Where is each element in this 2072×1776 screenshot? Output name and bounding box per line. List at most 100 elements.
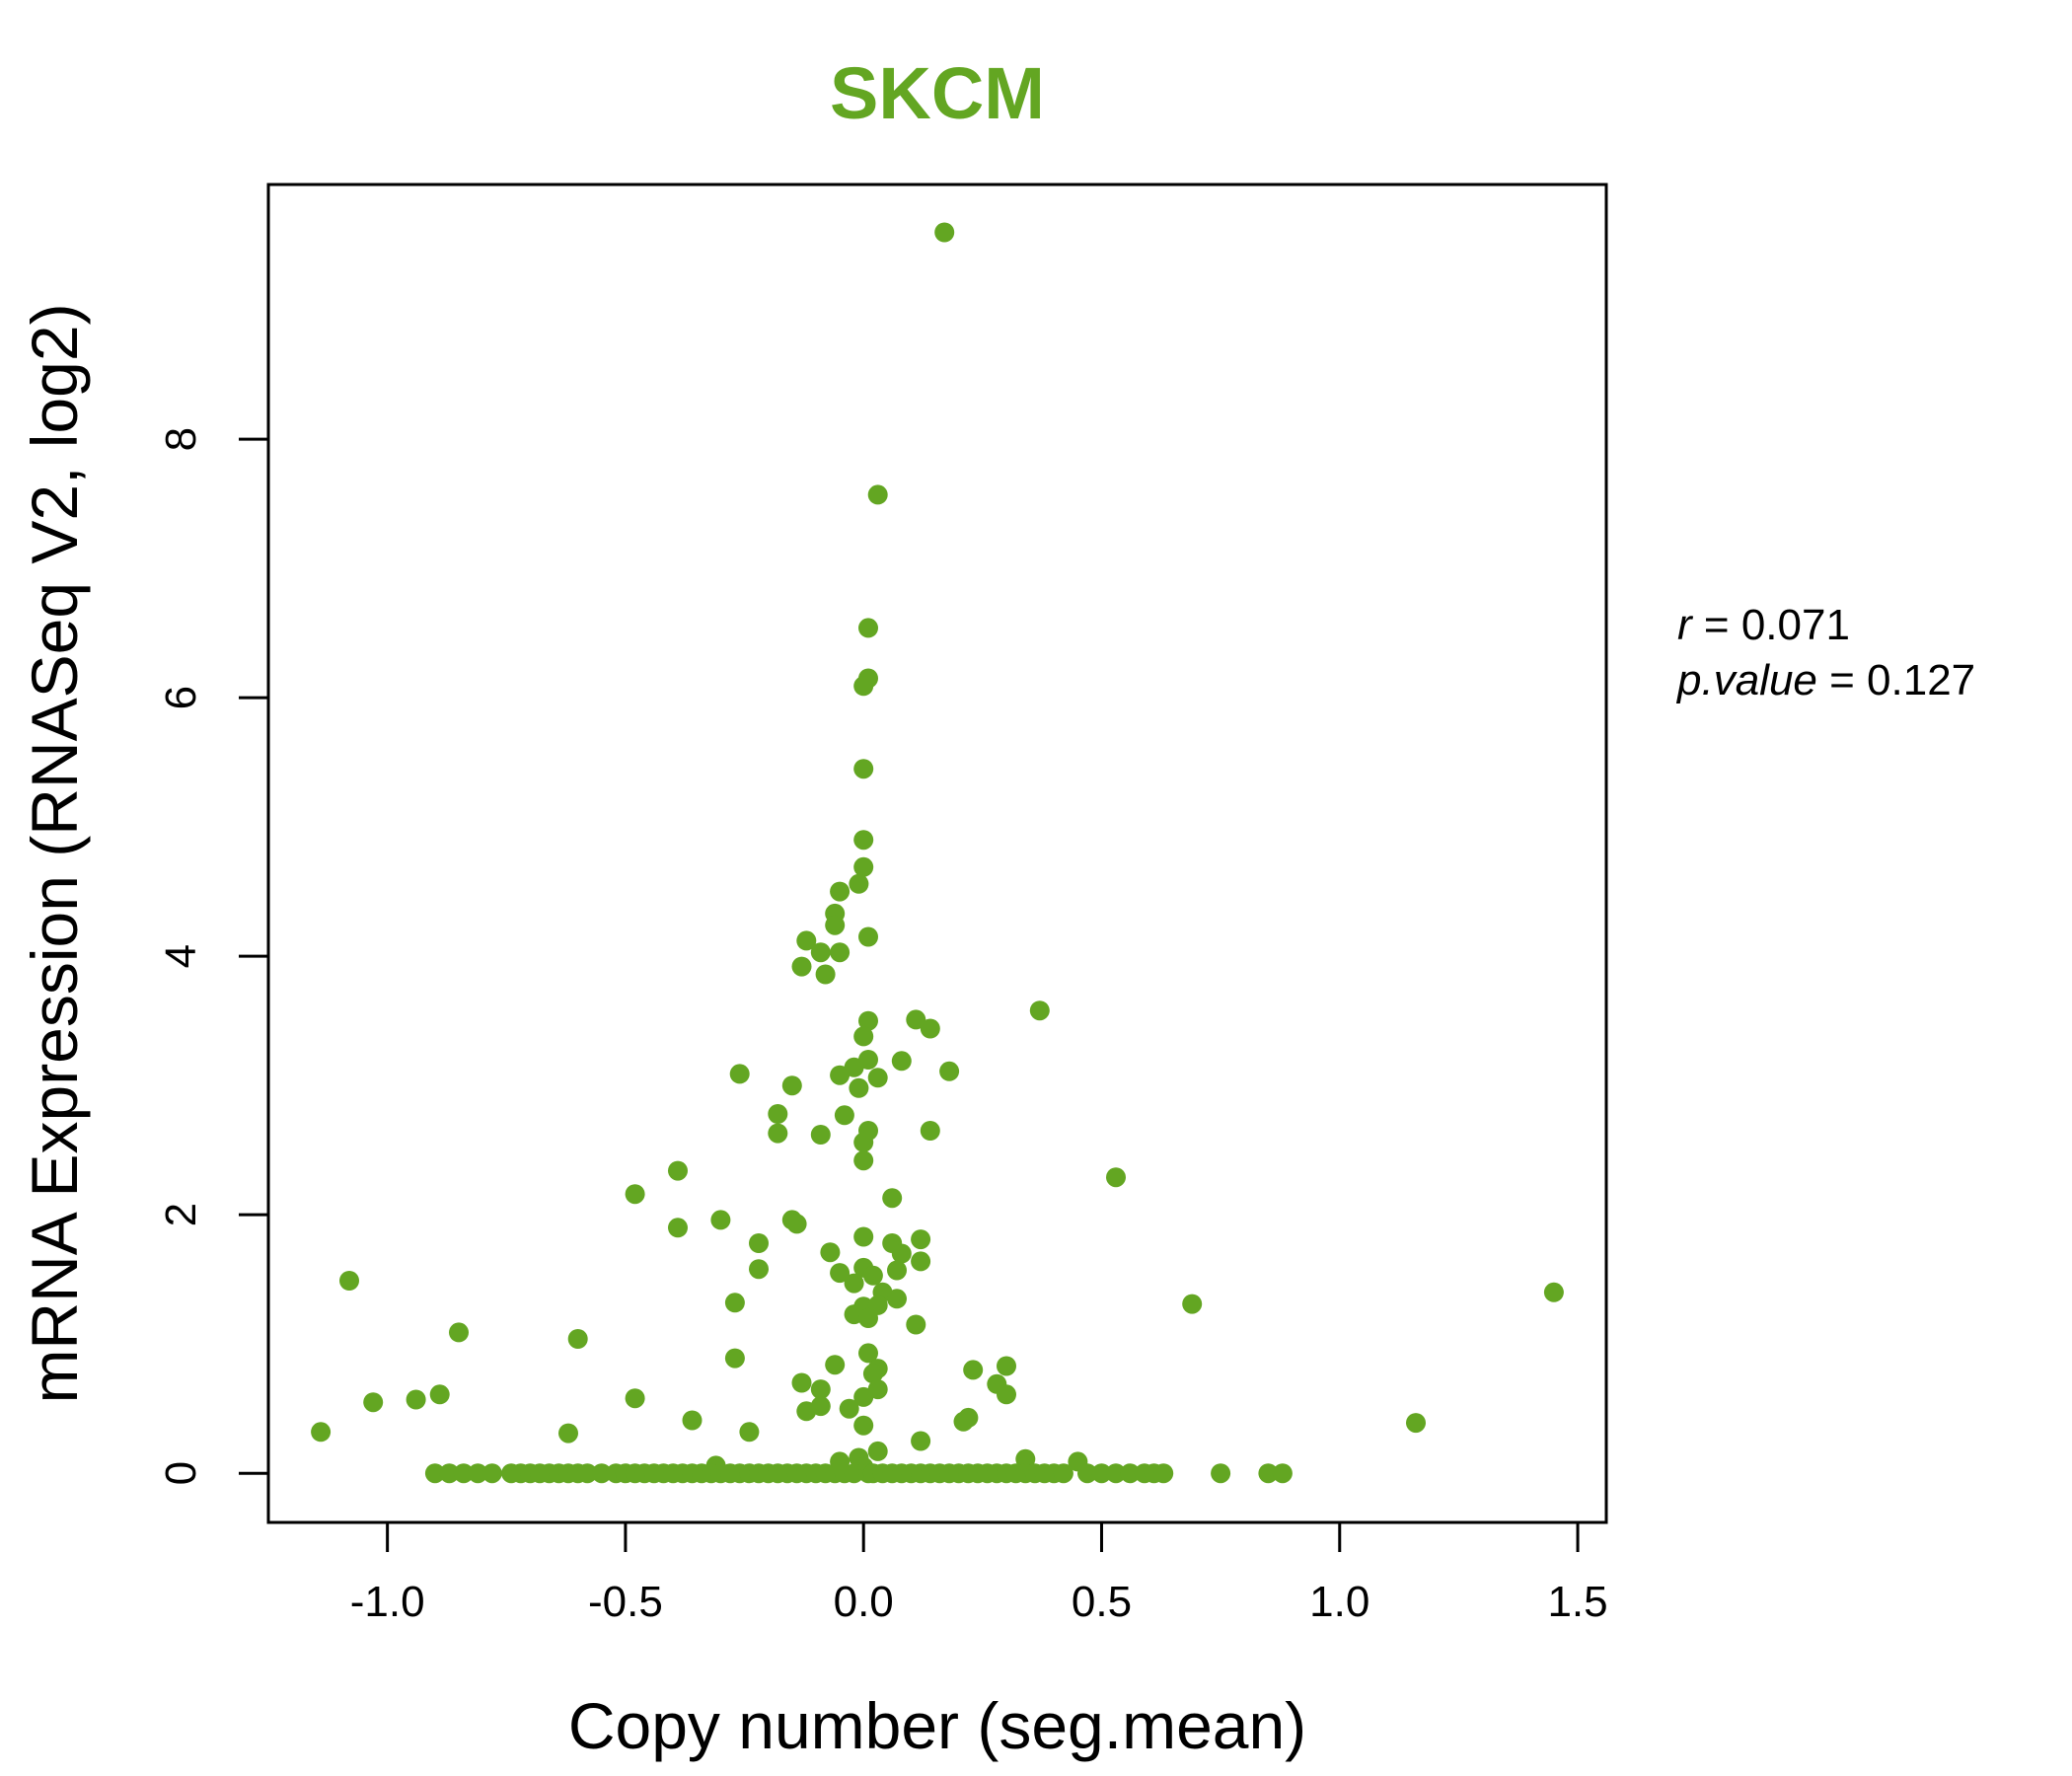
data-point: [625, 1184, 645, 1205]
data-point: [849, 873, 869, 894]
data-point: [853, 1150, 874, 1171]
x-axis: -1.0 -0.5 0.0 0.5 1.0 1.5: [350, 1522, 1608, 1626]
data-point: [1182, 1294, 1203, 1314]
data-point: [862, 1265, 883, 1286]
x-tick-label: 1.0: [1309, 1578, 1369, 1626]
data-point: [858, 1010, 878, 1031]
y-tick-label: 2: [157, 1203, 205, 1226]
data-point: [796, 1401, 817, 1422]
correlation-stats: r = 0.071 p.value = 0.127: [1675, 601, 1975, 704]
data-point: [887, 1260, 907, 1281]
data-point: [429, 1384, 450, 1405]
data-point: [825, 1355, 846, 1375]
data-point: [920, 1121, 940, 1141]
data-point: [668, 1160, 688, 1181]
data-point: [558, 1423, 578, 1443]
svg-text:p.value = 0.127: p.value = 0.127: [1675, 656, 1975, 704]
data-point: [911, 1431, 931, 1451]
data-point: [311, 1422, 332, 1443]
data-point: [1258, 1463, 1279, 1484]
data-point: [453, 1463, 474, 1484]
points-layer: [311, 222, 1564, 1484]
data-point: [891, 1243, 912, 1264]
data-point: [830, 1065, 851, 1085]
data-point: [625, 1388, 645, 1409]
data-point: [830, 881, 851, 902]
data-point: [786, 1214, 807, 1234]
data-point: [768, 1123, 788, 1144]
data-point: [1106, 1167, 1126, 1188]
data-point: [724, 1293, 745, 1313]
data-point: [768, 1104, 788, 1124]
x-tick-label: -0.5: [588, 1578, 663, 1626]
data-point: [439, 1463, 460, 1484]
data-point: [1106, 1463, 1126, 1484]
data-point: [858, 926, 878, 947]
data-point: [668, 1218, 688, 1238]
p-value: 0.127: [1867, 656, 1975, 704]
data-point: [853, 759, 874, 779]
data-point: [424, 1463, 445, 1484]
data-point: [810, 1379, 831, 1400]
data-point: [997, 1356, 1016, 1376]
data-point: [481, 1463, 502, 1484]
data-point: [1272, 1463, 1293, 1484]
data-point: [749, 1259, 769, 1280]
data-point: [844, 1463, 864, 1484]
data-point: [963, 1360, 984, 1380]
data-point: [1077, 1463, 1097, 1484]
data-point: [853, 676, 874, 697]
data-point: [830, 1263, 851, 1284]
data-point: [710, 1210, 731, 1230]
data-point: [849, 1077, 869, 1098]
data-point: [867, 1068, 888, 1088]
data-point: [853, 1026, 874, 1047]
data-point: [839, 1398, 859, 1419]
data-point: [953, 1411, 974, 1432]
data-point: [1015, 1448, 1036, 1469]
data-point: [830, 942, 851, 963]
data-point: [1029, 1000, 1050, 1021]
r-label: r: [1677, 601, 1694, 649]
data-point: [853, 1415, 874, 1436]
data-point: [449, 1322, 469, 1343]
r-value: 0.071: [1741, 601, 1850, 649]
data-point: [796, 930, 817, 951]
data-point: [1153, 1463, 1174, 1484]
data-point: [577, 1463, 598, 1484]
data-point: [724, 1348, 745, 1369]
data-point: [1091, 1463, 1112, 1484]
y-tick-label: 8: [157, 427, 205, 451]
data-point: [468, 1463, 488, 1484]
data-point: [867, 1441, 888, 1461]
data-point: [862, 1364, 883, 1384]
y-tick-label: 0: [157, 1461, 205, 1485]
data-point: [853, 1386, 874, 1407]
x-tick-label: 0.5: [1072, 1578, 1132, 1626]
data-point: [867, 484, 888, 505]
data-point: [906, 1314, 926, 1335]
y-axis: 0 2 4 6 8: [157, 427, 268, 1485]
data-point: [891, 1051, 912, 1072]
data-point: [911, 1251, 931, 1272]
data-point: [820, 1242, 841, 1263]
data-point: [781, 1075, 802, 1096]
data-point: [339, 1271, 359, 1291]
data-point: [682, 1410, 703, 1431]
data-point: [853, 830, 874, 851]
data-point: [844, 1273, 864, 1294]
data-point: [739, 1422, 760, 1443]
data-point: [591, 1463, 612, 1484]
data-point: [858, 1343, 878, 1364]
data-point: [406, 1389, 426, 1410]
data-point: [997, 1384, 1016, 1405]
data-point: [1120, 1463, 1141, 1484]
data-point: [825, 915, 846, 935]
data-point: [853, 856, 874, 877]
data-point: [791, 1372, 812, 1393]
x-tick-label: -1.0: [350, 1578, 425, 1626]
data-point: [882, 1188, 903, 1209]
x-axis-label: Copy number (seg.mean): [568, 1689, 1306, 1762]
data-point: [934, 222, 955, 243]
